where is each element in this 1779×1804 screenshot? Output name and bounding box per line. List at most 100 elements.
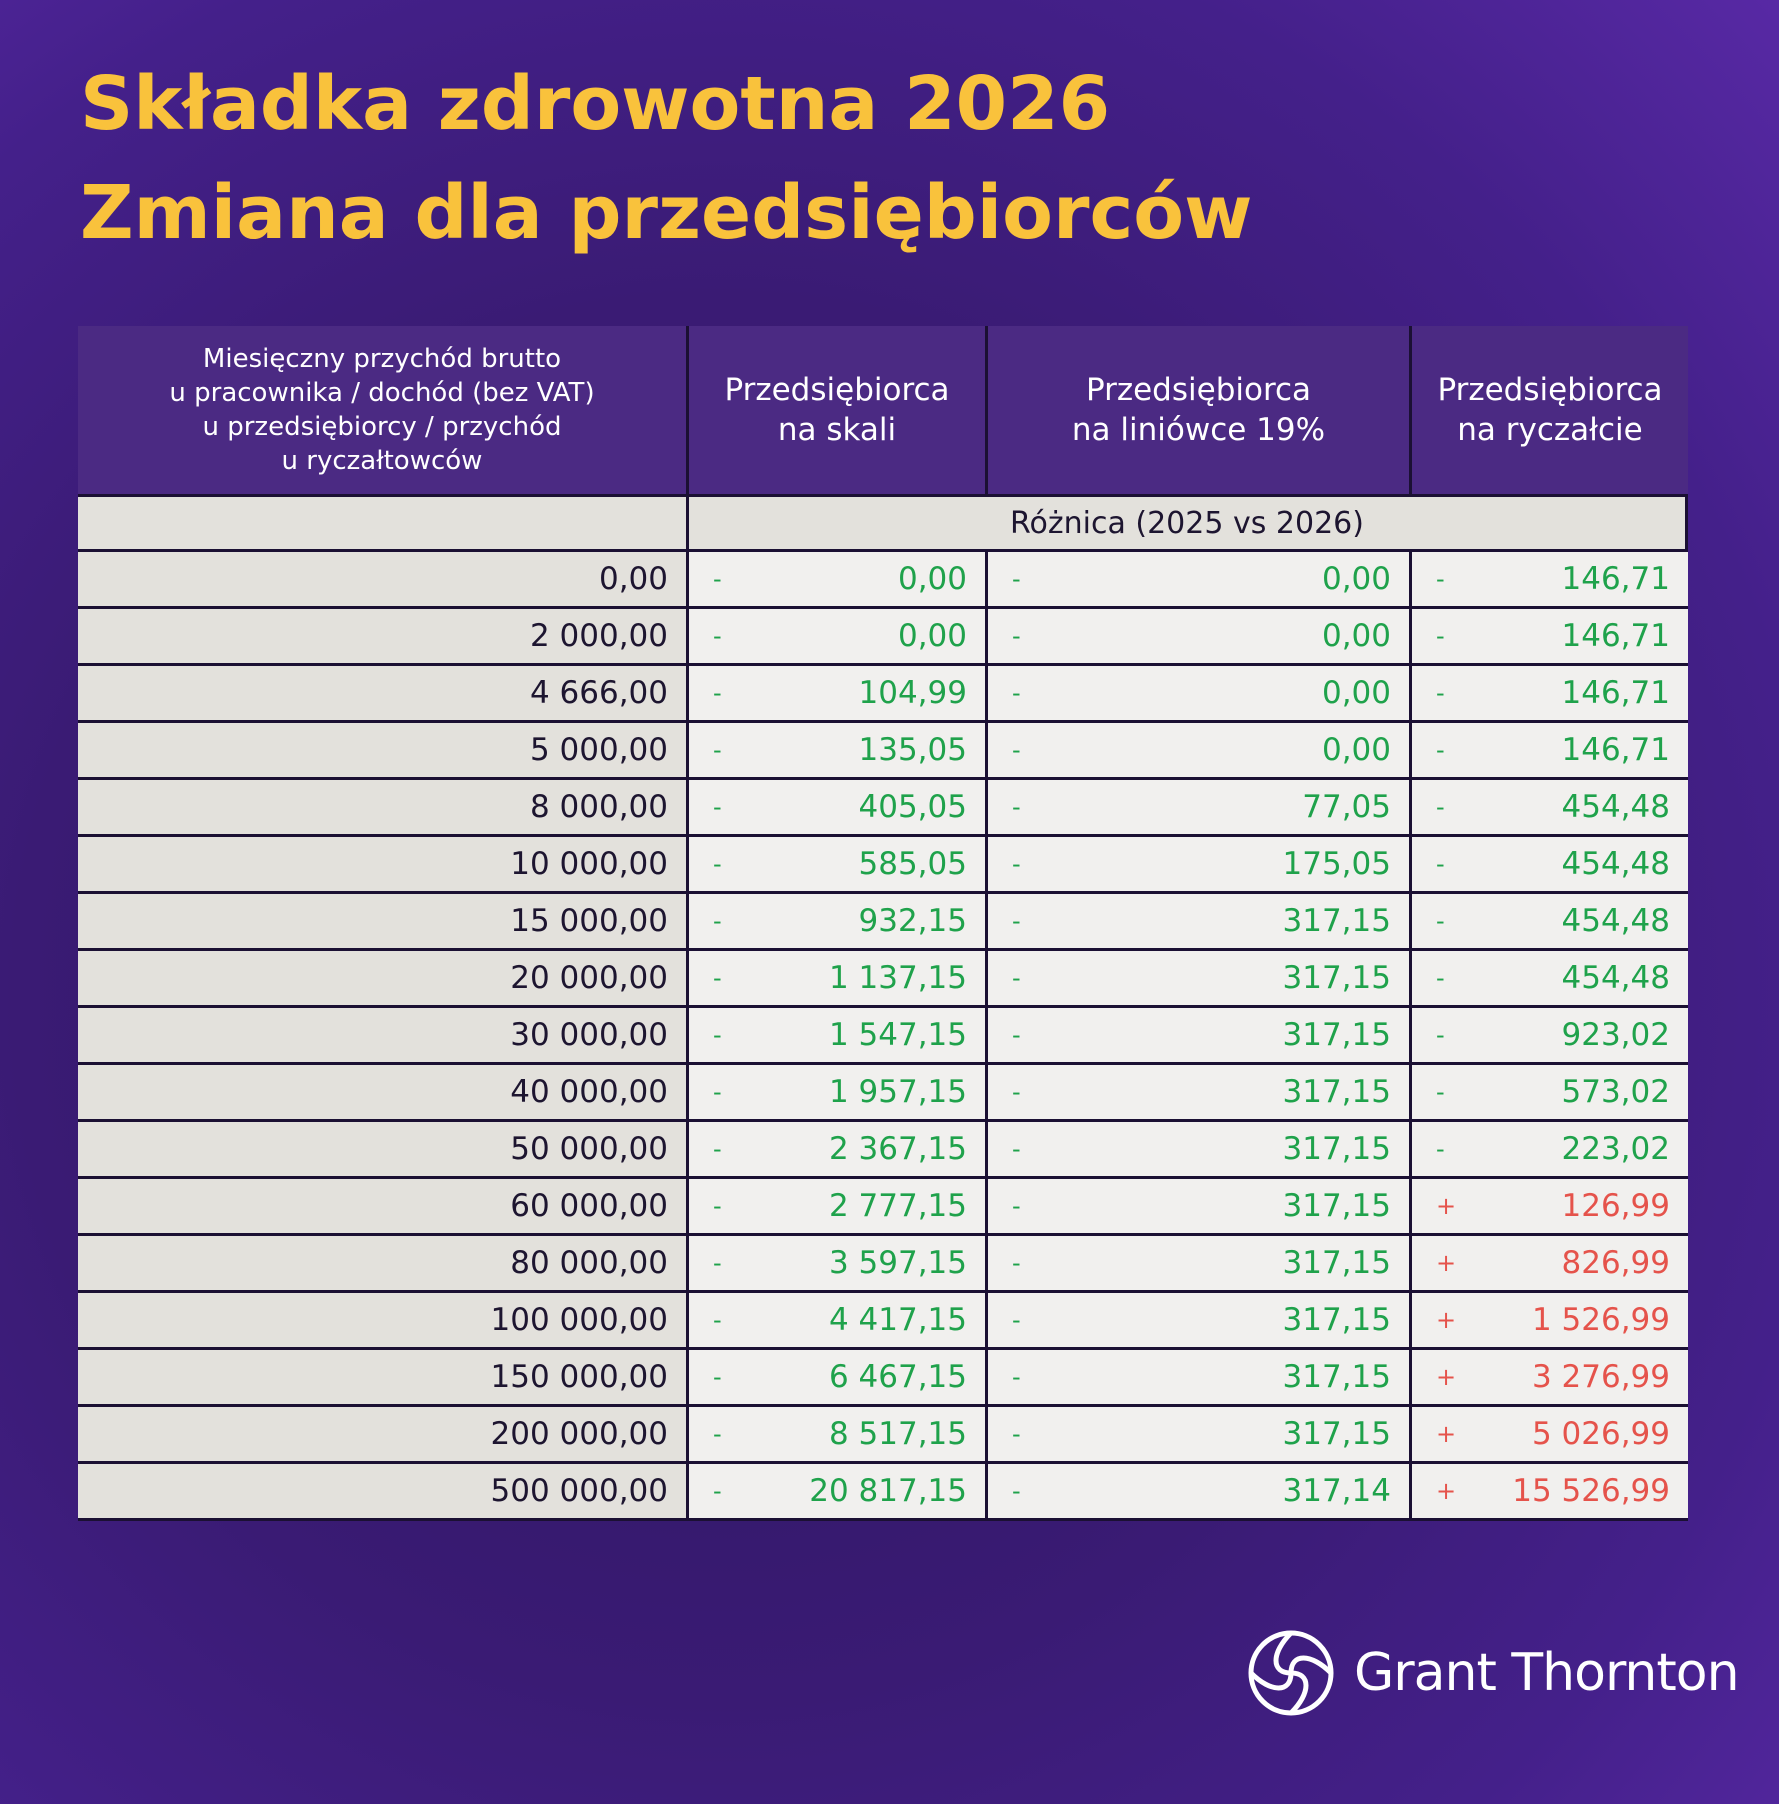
diff-value: 8 517,15 — [828, 1416, 967, 1452]
diff-value: 223,02 — [1561, 1131, 1670, 1167]
diff-value: 454,48 — [1561, 903, 1670, 939]
sign: - — [1436, 736, 1445, 764]
diff-value: 923,02 — [1561, 1017, 1670, 1053]
diff-cell: - 2 367,15 — [689, 1122, 985, 1176]
sign: - — [713, 1306, 722, 1334]
sign: - — [713, 793, 722, 821]
diff-cell: - 146,71 — [1412, 609, 1688, 663]
diff-cell: - 585,05 — [689, 837, 985, 891]
subheader: Różnica (2025 vs 2026) — [689, 497, 1685, 549]
sign: - — [1012, 907, 1021, 935]
sign: - — [1012, 1192, 1021, 1220]
sign: - — [1012, 1021, 1021, 1049]
header-text: na liniówce 19% — [1071, 412, 1326, 448]
diff-cell: - 317,15 — [988, 1008, 1409, 1062]
sign: + — [1436, 1249, 1457, 1277]
title: Zmiana dla przedsiębiorców — [80, 170, 1253, 256]
income-cell: 500 000,00 — [78, 1464, 686, 1518]
diff-value: 573,02 — [1561, 1074, 1670, 1110]
diff-cell: - 3 597,15 — [689, 1236, 985, 1290]
logo-mark — [1248, 1630, 1334, 1716]
diff-cell: - 146,71 — [1412, 666, 1688, 720]
sign: - — [1012, 736, 1021, 764]
sign: - — [1012, 679, 1021, 707]
sign: + — [1436, 1420, 1457, 1448]
table: Miesięczny przychód brutto u pracownika /… — [78, 326, 1688, 1521]
diff-cell: - 1 547,15 — [689, 1008, 985, 1062]
diff-cell: - 932,15 — [689, 894, 985, 948]
header-text: Przedsiębiorca — [724, 372, 950, 408]
sign: - — [713, 964, 722, 992]
income-cell: 0,00 — [78, 552, 686, 606]
diff-cell: - 6 467,15 — [689, 1350, 985, 1404]
diff-value: 0,00 — [1321, 732, 1391, 768]
sign: - — [1012, 565, 1021, 593]
diff-value: 932,15 — [858, 903, 967, 939]
diff-value: 317,15 — [1282, 1131, 1391, 1167]
logo-text: Grant Thornton — [1354, 1643, 1740, 1703]
income-cell: 2 000,00 — [78, 609, 686, 663]
diff-cell: - 317,15 — [988, 894, 1409, 948]
diff-cell: - 146,71 — [1412, 723, 1688, 777]
header-text: na skali — [777, 412, 897, 448]
diff-value: 317,15 — [1282, 1302, 1391, 1338]
income-cell: 30 000,00 — [78, 1008, 686, 1062]
diff-cell: - 8 517,15 — [689, 1407, 985, 1461]
sign: - — [1012, 1249, 1021, 1277]
income-cell: 80 000,00 — [78, 1236, 686, 1290]
header-cell: Przedsiębiorca na ryczałcie — [1412, 326, 1688, 494]
income-cell: 150 000,00 — [78, 1350, 686, 1404]
diff-value: 0,00 — [1321, 618, 1391, 654]
diff-value: 0,00 — [897, 561, 967, 597]
diff-cell: - 454,48 — [1412, 894, 1688, 948]
income-cell: 100 000,00 — [78, 1293, 686, 1347]
diff-cell: +3 276,99 — [1412, 1350, 1688, 1404]
diff-cell: - 0,00 — [689, 552, 985, 606]
diff-value: 2 777,15 — [828, 1188, 967, 1224]
diff-value: 3 276,99 — [1531, 1359, 1670, 1395]
diff-value: 135,05 — [858, 732, 967, 768]
diff-cell: +126,99 — [1412, 1179, 1688, 1233]
income-cell: 4 666,00 — [78, 666, 686, 720]
diff-value: 1 526,99 — [1531, 1302, 1670, 1338]
diff-value: 3 597,15 — [828, 1245, 967, 1281]
diff-cell: - 454,48 — [1412, 951, 1688, 1005]
diff-value: 0,00 — [1321, 675, 1391, 711]
diff-value: 317,15 — [1282, 1188, 1391, 1224]
diff-cell: - 454,48 — [1412, 837, 1688, 891]
diff-cell: - 223,02 — [1412, 1122, 1688, 1176]
diff-cell: - 0,00 — [988, 552, 1409, 606]
diff-cell: - 1 137,15 — [689, 951, 985, 1005]
sign: - — [1012, 850, 1021, 878]
diff-cell: - 923,02 — [1412, 1008, 1688, 1062]
diff-value: 146,71 — [1561, 675, 1670, 711]
sign: - — [713, 679, 722, 707]
sign: - — [1012, 622, 1021, 650]
diff-cell: - 135,05 — [689, 723, 985, 777]
sign: - — [713, 1420, 722, 1448]
diff-cell: - 104,99 — [689, 666, 985, 720]
income-cell: 8 000,00 — [78, 780, 686, 834]
sign: - — [1436, 565, 1445, 593]
diff-value: 0,00 — [1321, 561, 1391, 597]
diff-cell: - 0,00 — [988, 723, 1409, 777]
sign: - — [1012, 1420, 1021, 1448]
diff-cell: - 317,15 — [988, 1236, 1409, 1290]
diff-value: 1 137,15 — [828, 960, 967, 996]
income-cell: 200 000,00 — [78, 1407, 686, 1461]
diff-cell: - 317,15 — [988, 1065, 1409, 1119]
sign: - — [1012, 964, 1021, 992]
diff-value: 15 526,99 — [1512, 1473, 1670, 1509]
header-text: u przedsiębiorcy / przychód — [202, 412, 562, 442]
sign: - — [1436, 964, 1445, 992]
sign: - — [1012, 793, 1021, 821]
header-text: u ryczałtowców — [281, 446, 483, 476]
diff-value: 826,99 — [1561, 1245, 1670, 1281]
diff-cell: - 0,00 — [689, 609, 985, 663]
diff-value: 175,05 — [1282, 846, 1391, 882]
diff-cell: - 317,15 — [988, 951, 1409, 1005]
sign: + — [1436, 1477, 1457, 1505]
sign: - — [1436, 850, 1445, 878]
diff-value: 5 026,99 — [1531, 1416, 1670, 1452]
